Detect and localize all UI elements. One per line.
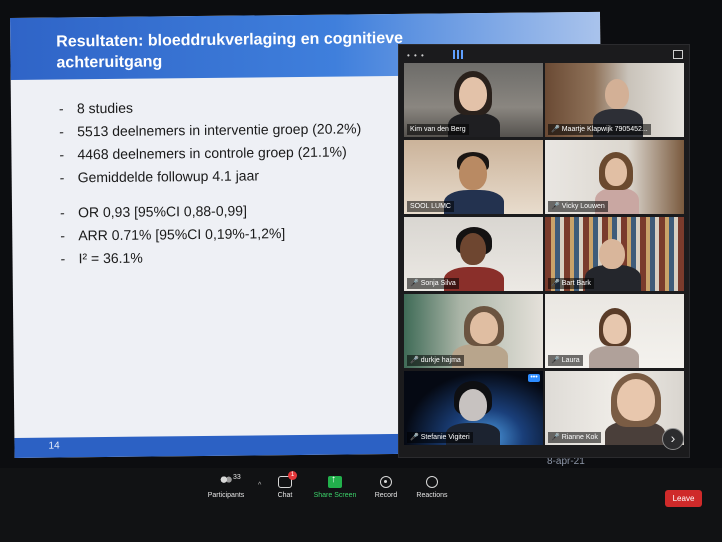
participants-count: 33 [233,474,241,481]
bullet-item: -5513 deelnemers in interventie groep (2… [59,120,362,140]
video-tile[interactable]: 🎤 Bart Bark [545,217,684,291]
participant-name-tag: 🎤 Rianne Kok [548,432,601,443]
chat-button[interactable]: 1 Chat [271,471,299,499]
participant-name-tag: 🎤 durkje hajma [407,355,464,366]
leave-button[interactable]: Leave [665,490,702,507]
mic-muted-icon: 🎤 [551,280,560,287]
bullet-item: - OR 0,93 [95%CI 0,88-0,99] [59,202,247,221]
mic-muted-icon: 🎤 [551,434,560,441]
fullscreen-icon[interactable] [673,50,683,59]
bullet-item: -4468 deelnemers in controle groep (21.1… [59,143,347,163]
video-tile[interactable]: 🎤 Rianne Kok [545,371,684,445]
gallery-top-bar: • • • [403,47,687,63]
mic-muted-icon: 🎤 [551,357,560,364]
record-icon [380,476,392,488]
mic-muted-icon: 🎤 [410,357,419,364]
mic-muted-icon: 🎤 [551,126,560,133]
participant-name-tag: 🎤 Bart Bark [548,278,594,289]
bullet-item: - I² = 36.1% [60,249,143,267]
video-tile[interactable]: 🎤 durkje hajma [404,294,543,368]
participant-name-tag: 🎤 Maartje Klapwijk 7905452... [548,124,651,135]
bullet-item: - Gemiddelde followup 4.1 jaar [59,167,260,186]
participant-name-tag: 🎤 Sonja Silva [407,278,459,289]
slide-title: Resultaten: bloeddrukverlaging en cognit… [56,29,404,72]
participants-caret-icon[interactable]: ^ [258,482,262,489]
video-gallery-panel: • • • Kim van den Berg 🎤 Maartje Klapwijk… [398,44,690,458]
slide-date: 8-apr-21 [547,456,585,467]
slide-bullet-list: -8 studies -5513 deelnemers in intervent… [59,94,363,270]
gallery-view-icon[interactable] [453,50,463,59]
participant-name-tag: 🎤 Vicky Louwen [548,201,608,212]
participants-icon: 33 [219,474,241,488]
share-screen-icon [328,474,342,488]
record-button[interactable]: Record [371,476,401,499]
bullet-item: - ARR 0.71% [95%CI 0,19%-1,2%] [60,225,286,244]
video-tile[interactable]: 🎤 Maartje Klapwijk 7905452... [545,63,684,137]
mic-muted-icon: 🎤 [551,203,560,210]
video-tile[interactable]: Kim van den Berg [404,63,543,137]
chat-badge: 1 [288,471,297,480]
share-screen-button[interactable]: Share Screen [311,474,359,499]
video-tile[interactable]: SOOL LUMC [404,140,543,214]
participant-name-tag: SOOL LUMC [407,201,454,212]
tile-more-icon[interactable]: ••• [528,374,540,382]
reactions-button[interactable]: Reactions [413,476,451,499]
meeting-toolbar: 33 Participants ^ 1 Chat Share Screen Re… [0,468,722,542]
participant-name-tag: 🎤 Laura [548,355,583,366]
bullet-item: -8 studies [58,99,134,117]
video-tile[interactable]: ••• 🎤 Stefanie Vigiteri [404,371,543,445]
video-tile[interactable]: 🎤 Laura [545,294,684,368]
more-options-icon[interactable]: • • • [407,51,425,60]
video-tile[interactable]: 🎤 Vicky Louwen [545,140,684,214]
chat-icon: 1 [278,471,297,488]
participant-name-tag: Kim van den Berg [407,124,469,135]
participant-name-tag: 🎤 Stefanie Vigiteri [407,432,473,443]
video-tile[interactable]: 🎤 Sonja Silva [404,217,543,291]
slide-page-number: 14 [48,440,60,452]
mic-muted-icon: 🎤 [410,434,419,441]
reactions-icon [426,476,438,488]
participants-button[interactable]: 33 Participants [207,474,245,499]
next-page-arrow-icon[interactable]: › [662,428,684,450]
mic-muted-icon: 🎤 [410,280,419,287]
